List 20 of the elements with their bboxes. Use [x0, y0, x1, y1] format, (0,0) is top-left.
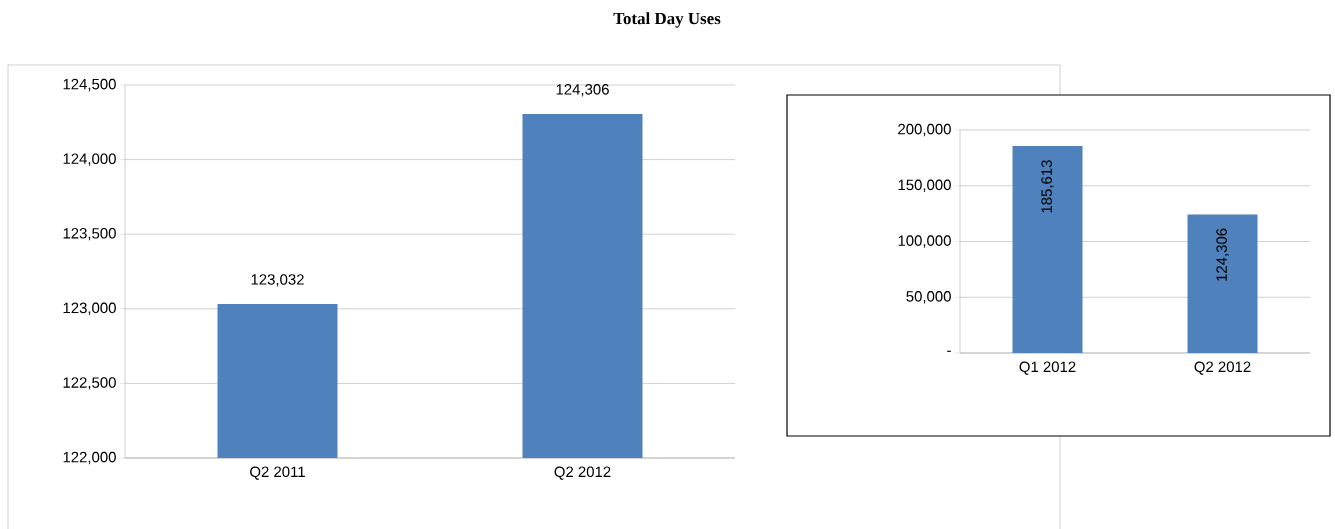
y-tick-label: 123,000 — [63, 302, 116, 315]
y-tick-label: 122,000 — [63, 451, 116, 465]
y-tick-label: 122,500 — [63, 377, 116, 390]
x-tick-label: Q2 2012 — [554, 466, 611, 480]
x-tick-label: Q2 2012 — [1194, 361, 1251, 375]
y-tick-label: - — [947, 350, 951, 352]
data-label: 124,306 — [1216, 228, 1229, 281]
chart-title: Total Day Uses — [613, 12, 721, 28]
x-tick-label: Q2 2011 — [250, 466, 305, 480]
x-tick-label: Q1 2012 — [1019, 361, 1076, 375]
data-label: 123,032 — [251, 274, 304, 287]
y-tick-label: 124,000 — [63, 153, 116, 166]
y-tick-label: 100,000 — [898, 235, 951, 248]
data-label: 124,306 — [556, 84, 609, 97]
y-tick-label: 123,500 — [63, 228, 116, 241]
y-tick-label: 150,000 — [898, 179, 951, 192]
data-label: 185,613 — [1041, 160, 1054, 213]
y-tick-label: 124,500 — [63, 78, 116, 92]
y-tick-label: 50,000 — [906, 291, 951, 304]
y-tick-label: 200,000 — [898, 123, 951, 137]
